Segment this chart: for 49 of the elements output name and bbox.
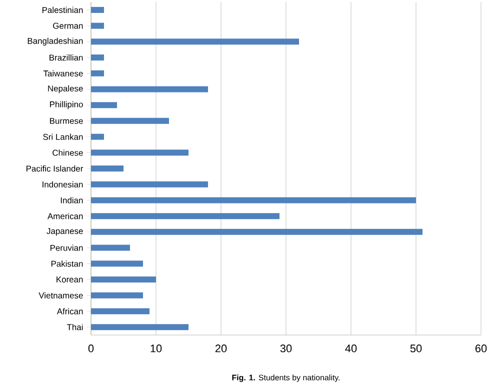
y-tick-label: Brazillian: [50, 54, 83, 61]
y-tick-label: Thai: [66, 324, 83, 330]
y-tick-label: Pakistan: [51, 260, 83, 267]
bar: [91, 244, 130, 251]
y-tick-label: American: [47, 212, 83, 220]
y-tick-label: Nepalese: [48, 85, 83, 94]
y-tick-label: Indonesian: [42, 181, 83, 188]
y-tick-label: Sri Lankan: [43, 134, 83, 140]
bar: [91, 228, 423, 235]
bar: [91, 213, 280, 220]
y-tick-label: Chinese: [52, 150, 83, 156]
bar: [91, 276, 156, 282]
y-tick-label: Phillipino: [50, 101, 83, 110]
bar: [91, 86, 208, 92]
bar: [91, 134, 104, 140]
bar: [91, 324, 188, 330]
y-tick-label: Peruvian: [50, 244, 83, 251]
x-tick-label: 60: [475, 344, 487, 352]
bar: [91, 38, 300, 45]
bar: [91, 181, 208, 188]
y-tick-label: Korean: [56, 276, 83, 282]
bar: [91, 308, 150, 314]
bar: [91, 150, 188, 156]
x-tick-label: 10: [150, 344, 162, 352]
bar: [91, 118, 169, 124]
bar: [91, 292, 143, 298]
bar: [91, 6, 104, 13]
x-tick-label: 0: [88, 344, 94, 352]
y-tick-label: Taiwanese: [43, 70, 83, 76]
y-tick-label: Vietnamese: [38, 292, 83, 298]
bar: [91, 102, 117, 108]
y-tick-label: Burmese: [50, 118, 83, 124]
x-tick-label: 30: [280, 344, 292, 352]
y-tick-label: African: [56, 308, 83, 314]
bar: [91, 70, 104, 76]
bar: [91, 54, 104, 60]
bar: [91, 165, 124, 172]
y-tick-label: Indian: [60, 197, 83, 204]
y-tick-label: German: [53, 22, 83, 29]
bar: [91, 260, 143, 267]
x-tick-label: 50: [410, 344, 422, 352]
x-tick-label: 20: [215, 344, 227, 352]
y-tick-label: Bangladeshian: [28, 38, 83, 46]
bar: [91, 197, 416, 204]
y-tick-label: Palestinian: [42, 6, 83, 14]
bar: [91, 22, 104, 29]
y-tick-label: Pacific Islander: [26, 165, 84, 172]
y-tick-label: Japanese: [46, 228, 83, 236]
x-tick-label: 40: [345, 344, 357, 352]
